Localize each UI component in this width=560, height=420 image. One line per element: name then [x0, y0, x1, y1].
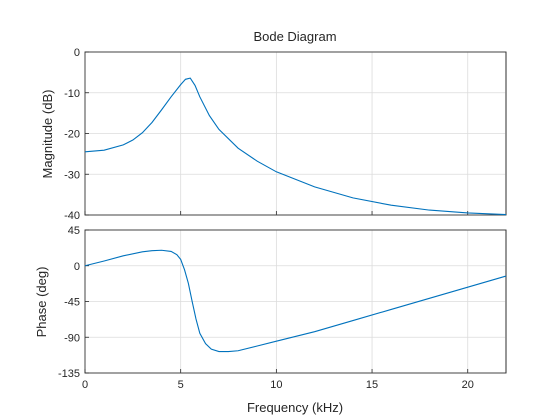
chart-title: Bode Diagram	[253, 29, 336, 44]
y-tick-label: 45	[68, 225, 80, 237]
x-tick-label: 15	[366, 379, 378, 391]
frequency-xlabel: Frequency (kHz)	[247, 400, 343, 415]
magnitude-axes: 0 -10 -20 -30 -40	[64, 47, 507, 222]
x-tick-label: 20	[462, 379, 474, 391]
y-tick-label: 0	[74, 47, 80, 59]
y-tick-label: -20	[64, 129, 80, 141]
phase-axes: 0 5 10 15 20 45 0 -45 -90 -135	[58, 225, 507, 391]
y-tick-label: -135	[58, 368, 80, 380]
plot-border-0	[84, 51, 507, 216]
x-tick-label: 0	[82, 379, 88, 391]
magnitude-curve	[84, 77, 507, 216]
y-tick-label: -10	[64, 88, 80, 100]
y-tick-label: -30	[64, 169, 80, 181]
magnitude-ylabel: Magnitude (dB)	[40, 90, 55, 179]
y-tick-label: -45	[64, 297, 80, 309]
y-tick-label: 0	[74, 261, 80, 273]
x-tick-label: 10	[270, 379, 282, 391]
plot-border-1	[84, 229, 507, 374]
phase-ylabel: Phase (deg)	[34, 267, 49, 338]
x-tick-label: 5	[178, 379, 184, 391]
phase-curve	[84, 249, 507, 353]
y-tick-label: -90	[64, 332, 80, 344]
y-tick-label: -40	[64, 210, 80, 222]
